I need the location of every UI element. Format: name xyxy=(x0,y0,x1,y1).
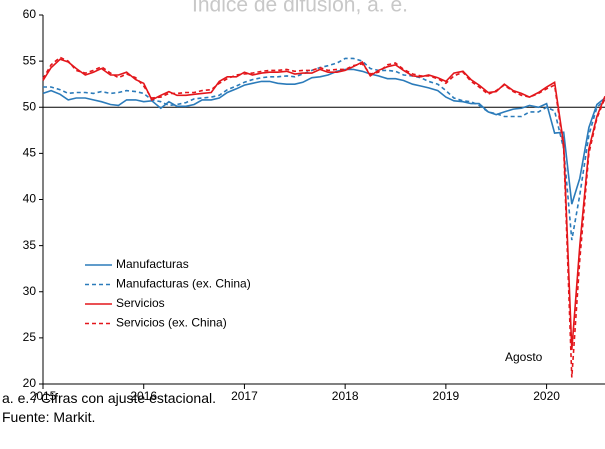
annotation: Agosto xyxy=(505,350,543,364)
y-tick-label: 40 xyxy=(23,192,37,206)
y-tick-label: 55 xyxy=(23,53,37,67)
y-tick-label: 35 xyxy=(23,238,37,252)
legend-label: Servicios xyxy=(116,296,165,310)
y-tick-label: 30 xyxy=(23,284,37,298)
chart-title: Índice de difusión, a. e. xyxy=(192,0,408,17)
legend-label: Manufacturas (ex. China) xyxy=(116,277,251,291)
y-tick-label: 25 xyxy=(23,330,37,344)
y-tick-label: 20 xyxy=(23,376,37,390)
x-tick-label: 2019 xyxy=(433,389,460,403)
x-tick-label: 2020 xyxy=(533,389,560,403)
footnote: a. e. / Cifras con ajuste estacional. xyxy=(2,390,216,406)
y-tick-label: 50 xyxy=(23,99,37,113)
y-tick-label: 45 xyxy=(23,146,37,160)
x-tick-label: 2018 xyxy=(332,389,359,403)
series-line xyxy=(43,57,605,241)
series-line xyxy=(42,68,605,205)
legend-label: Manufacturas xyxy=(116,257,189,271)
x-tick-label: 2017 xyxy=(231,389,258,403)
legend-label: Servicios (ex. China) xyxy=(116,316,227,330)
footnote: Fuente: Markit. xyxy=(2,409,96,425)
x-tick-label: 2016 xyxy=(130,389,157,403)
x-tick-label: 2015 xyxy=(30,389,57,403)
series-line xyxy=(42,58,605,350)
y-tick-label: 60 xyxy=(23,7,37,21)
